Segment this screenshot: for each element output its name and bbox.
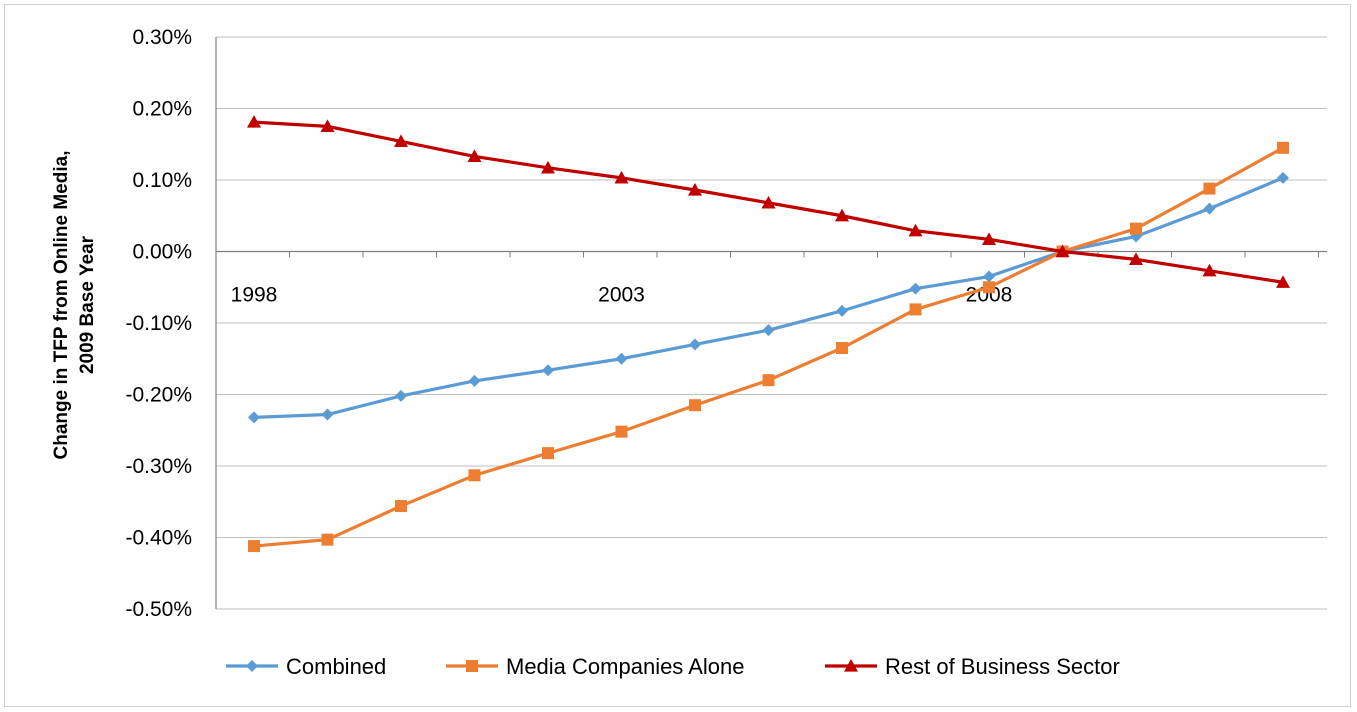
legend-marker xyxy=(466,660,478,672)
data-point xyxy=(541,160,555,174)
data-point xyxy=(394,134,408,147)
data-point xyxy=(321,408,334,421)
y-tick-label: -0.40% xyxy=(125,527,192,550)
data-point xyxy=(320,119,335,132)
y-tick-label: 0.20% xyxy=(132,98,192,121)
data-point xyxy=(1130,222,1142,235)
data-point xyxy=(1202,263,1217,277)
data-point xyxy=(614,170,629,184)
legend-marker xyxy=(844,659,858,672)
data-point xyxy=(468,374,481,387)
data-point xyxy=(983,270,995,283)
y-tick-label: 0.00% xyxy=(132,241,192,264)
data-point xyxy=(1129,252,1143,265)
y-axis-label-line1: Change in TFP from Online Media, xyxy=(51,151,72,460)
legend-item: Combined xyxy=(226,654,386,679)
y-tick-label: -0.10% xyxy=(125,312,192,335)
data-point xyxy=(909,282,922,295)
data-point xyxy=(321,533,334,546)
y-tick-label: -0.20% xyxy=(125,384,192,407)
data-point xyxy=(762,324,775,337)
chart-frame xyxy=(4,4,1351,707)
series-combined xyxy=(248,171,1289,424)
data-point xyxy=(689,399,701,412)
data-point xyxy=(615,352,628,365)
data-point xyxy=(248,411,260,424)
data-point xyxy=(1277,141,1289,154)
y-tick-labels: 0.30% 0.20% 0.10% 0.00% -0.10% -0.20% -0.30% -0… xyxy=(125,26,192,621)
y-tick-label: 0.30% xyxy=(132,26,192,49)
legend-label: Media Companies Alone xyxy=(506,654,744,679)
y-tick-label: -0.30% xyxy=(125,455,192,478)
x-tick-label: 1998 xyxy=(231,284,278,307)
data-point xyxy=(982,232,996,245)
data-point xyxy=(761,195,776,209)
data-point xyxy=(247,115,261,128)
data-point xyxy=(1277,171,1289,184)
data-point xyxy=(909,303,922,316)
data-point xyxy=(615,425,628,438)
data-point xyxy=(542,364,554,377)
data-point xyxy=(468,469,481,482)
y-axis-label-line2: 2009 Base Year xyxy=(77,235,98,374)
data-point xyxy=(248,540,260,553)
data-point xyxy=(395,500,407,513)
axes xyxy=(215,37,1327,609)
data-point xyxy=(688,183,702,196)
data-point xyxy=(1055,244,1070,258)
series-lines xyxy=(247,115,1290,553)
gridlines xyxy=(216,36,1327,610)
data-point xyxy=(1203,182,1216,195)
data-point xyxy=(762,374,775,387)
legend-label: Combined xyxy=(286,654,386,679)
y-axis-label: Change in TFP from Online Media, 2009 Ba… xyxy=(51,151,98,460)
data-point xyxy=(908,223,923,237)
y-tick-label: 0.10% xyxy=(132,169,192,192)
x-tick-label: 2003 xyxy=(598,284,645,307)
data-point xyxy=(983,281,995,294)
legend-marker xyxy=(246,660,258,672)
legend: Combined Media Companies Alone Rest of Bus… xyxy=(226,654,1120,679)
data-point xyxy=(689,338,701,351)
series-rest-of-business-sector xyxy=(247,115,1290,288)
legend-item: Media Companies Alone xyxy=(446,654,744,679)
data-point xyxy=(836,304,848,317)
data-point xyxy=(1276,275,1290,288)
legend-label: Rest of Business Sector xyxy=(885,654,1120,679)
y-tick-label: -0.50% xyxy=(125,598,192,621)
data-point xyxy=(467,149,482,163)
data-point xyxy=(835,208,849,222)
data-point xyxy=(836,342,848,355)
data-point xyxy=(1203,202,1216,215)
series-media-companies-alone xyxy=(248,141,1289,553)
data-point xyxy=(542,447,554,460)
data-point xyxy=(395,389,407,402)
legend-item: Rest of Business Sector xyxy=(825,654,1120,679)
